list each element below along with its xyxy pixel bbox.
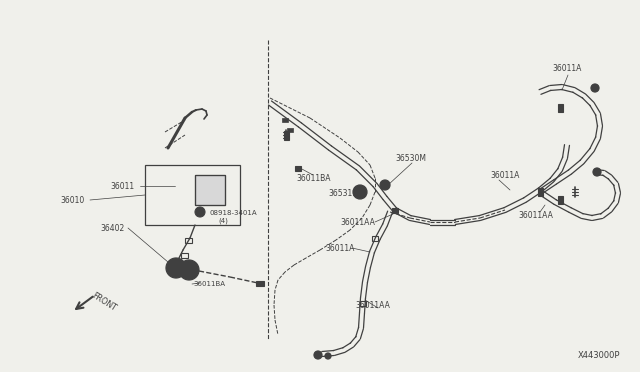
Bar xyxy=(284,131,289,140)
Bar xyxy=(287,128,293,132)
Text: 36402: 36402 xyxy=(100,224,124,232)
Text: 36011A: 36011A xyxy=(325,244,355,253)
Circle shape xyxy=(211,188,219,196)
Bar xyxy=(282,118,288,122)
Circle shape xyxy=(325,353,331,359)
Bar xyxy=(557,196,563,204)
Text: 36011A: 36011A xyxy=(490,170,520,180)
Circle shape xyxy=(314,351,322,359)
Text: 36011BA: 36011BA xyxy=(296,173,330,183)
Circle shape xyxy=(353,185,367,199)
Bar xyxy=(184,237,191,243)
Bar xyxy=(145,165,240,225)
Circle shape xyxy=(593,168,601,176)
Text: (4): (4) xyxy=(218,218,228,224)
Circle shape xyxy=(195,207,205,217)
Circle shape xyxy=(356,188,364,196)
Bar xyxy=(538,188,543,196)
Text: 08918-3401A: 08918-3401A xyxy=(210,210,258,216)
Bar xyxy=(557,104,563,112)
Text: 36011AA: 36011AA xyxy=(340,218,375,227)
Text: 36011A: 36011A xyxy=(552,64,581,73)
Circle shape xyxy=(166,258,186,278)
Text: 36010: 36010 xyxy=(60,196,84,205)
Text: 36011BA: 36011BA xyxy=(193,281,225,287)
Circle shape xyxy=(380,180,390,190)
Bar xyxy=(392,208,398,212)
Bar xyxy=(180,253,188,257)
Circle shape xyxy=(591,84,599,92)
Bar xyxy=(256,280,264,285)
Bar xyxy=(195,175,225,205)
Bar xyxy=(295,166,301,170)
Circle shape xyxy=(200,180,210,190)
Circle shape xyxy=(205,195,211,201)
Text: 36530M: 36530M xyxy=(395,154,426,163)
Text: N: N xyxy=(198,209,202,215)
Text: 36011: 36011 xyxy=(110,182,134,190)
Bar xyxy=(372,235,378,241)
Text: X443000P: X443000P xyxy=(577,351,620,360)
Circle shape xyxy=(217,180,223,186)
Circle shape xyxy=(179,260,199,280)
Text: 36531M: 36531M xyxy=(328,189,359,198)
Text: 36011AA: 36011AA xyxy=(355,301,390,310)
Bar xyxy=(195,175,225,205)
Bar xyxy=(360,301,366,305)
Text: 36011AA: 36011AA xyxy=(518,211,553,219)
Text: FRONT: FRONT xyxy=(90,291,118,313)
